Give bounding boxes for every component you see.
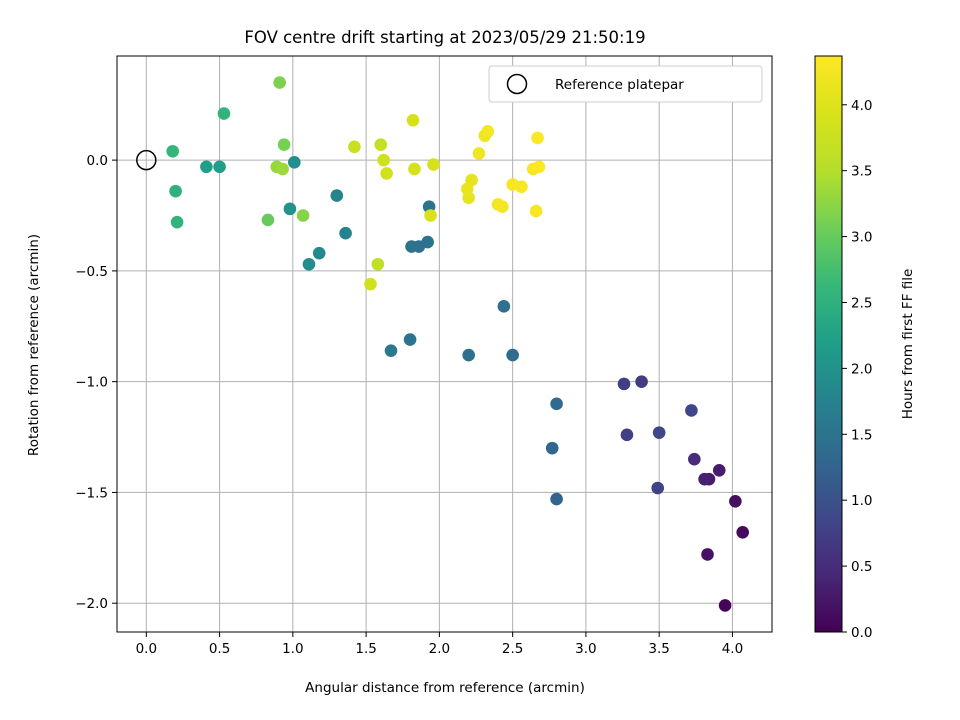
data-points — [166, 76, 749, 612]
x-tick-label: 0.0 — [136, 641, 157, 657]
data-point — [213, 160, 226, 174]
colorbar-tick-label: 1.5 — [851, 427, 872, 443]
x-tick-label: 2.5 — [502, 641, 523, 657]
data-point — [698, 472, 711, 486]
data-point — [718, 599, 732, 612]
data-point — [532, 160, 546, 174]
data-point — [276, 162, 289, 176]
chart-title: FOV centre drift starting at 2023/05/29 … — [244, 28, 645, 47]
legend: Reference platepar — [488, 65, 763, 103]
colorbar-tick-label: 4.0 — [851, 98, 872, 114]
data-point — [364, 277, 377, 291]
x-axis-ticks: 0.0 0.5 1.0 1.5 2.0 2.5 3.0 3.5 4.0 — [136, 632, 743, 657]
data-point — [635, 375, 648, 388]
colorbar-tick-label: 0.5 — [851, 559, 872, 575]
reference-platepar-marker — [136, 149, 157, 171]
colorbar-tick-label: 3.5 — [851, 164, 872, 180]
data-point — [481, 125, 495, 138]
data-point — [652, 426, 666, 439]
data-point — [170, 215, 184, 229]
data-point — [371, 257, 385, 271]
data-point — [374, 138, 388, 151]
colorbar: 0.0 0.5 1.0 1.5 2.0 2.5 3.0 3.5 4.0 Hours from f… — [814, 55, 916, 641]
data-point — [217, 107, 231, 120]
data-point — [330, 189, 344, 202]
data-point — [424, 209, 437, 222]
data-point — [496, 200, 509, 213]
data-point — [288, 156, 301, 169]
data-point — [406, 113, 420, 127]
data-point — [273, 76, 286, 89]
y-tick-label: 0.0 — [87, 153, 108, 169]
data-point — [515, 180, 528, 194]
y-tick-label: −2.0 — [75, 596, 108, 612]
colorbar-label: Hours from first FF file — [900, 269, 916, 420]
data-point — [261, 213, 275, 227]
colorbar-ticks: 0.0 0.5 1.0 1.5 2.0 2.5 3.0 3.5 4.0 — [842, 98, 872, 641]
y-axis-ticks: 0.0 −0.5 −1.0 −1.5 −2.0 — [75, 153, 117, 612]
data-point — [403, 333, 417, 346]
data-point — [688, 452, 701, 466]
data-point — [550, 492, 563, 506]
data-point — [729, 494, 742, 508]
data-point — [405, 240, 418, 253]
grid-lines — [117, 56, 772, 632]
data-point — [339, 226, 352, 240]
colorbar-gradient — [814, 55, 843, 633]
data-point — [380, 167, 393, 180]
data-point — [312, 246, 326, 260]
x-axis-label: Angular distance from reference (arcmin) — [305, 680, 585, 696]
data-point — [506, 348, 519, 362]
x-tick-label: 3.5 — [648, 641, 669, 657]
data-point — [531, 131, 544, 145]
data-point — [296, 209, 310, 222]
data-point — [712, 463, 726, 477]
data-point — [701, 548, 714, 561]
colorbar-tick-label: 1.0 — [851, 493, 872, 509]
data-point — [736, 526, 749, 539]
x-tick-label: 2.0 — [429, 641, 450, 657]
x-tick-label: 1.0 — [282, 641, 303, 657]
colorbar-tick-label: 2.0 — [851, 361, 872, 377]
y-tick-label: −1.0 — [75, 375, 108, 391]
y-tick-label: −1.5 — [75, 485, 108, 501]
data-point — [545, 441, 559, 455]
data-point — [166, 144, 179, 158]
data-point — [472, 147, 486, 160]
x-tick-label: 1.5 — [355, 641, 376, 657]
colorbar-tick-label: 2.5 — [851, 295, 872, 311]
colorbar-tick-label: 0.0 — [851, 625, 872, 641]
x-tick-label: 0.5 — [209, 641, 230, 657]
data-point — [462, 348, 475, 362]
legend-box — [488, 65, 763, 103]
y-tick-label: −0.5 — [75, 264, 108, 280]
legend-reference-marker — [506, 73, 528, 95]
data-point — [529, 204, 543, 218]
data-point — [302, 257, 316, 271]
axes-frame — [116, 55, 773, 633]
data-point — [377, 153, 390, 167]
legend-entry-label: Reference platepar — [555, 77, 684, 93]
colorbar-tick-label: 3.0 — [851, 230, 872, 246]
y-axis-label: Rotation from reference (arcmin) — [26, 234, 42, 456]
data-point — [427, 158, 440, 171]
data-point — [348, 140, 361, 154]
data-point — [617, 377, 631, 391]
data-point — [460, 182, 474, 196]
data-point — [651, 481, 665, 495]
data-point — [497, 300, 511, 313]
data-point — [169, 184, 182, 198]
x-tick-label: 4.0 — [722, 641, 743, 657]
data-point — [384, 344, 398, 357]
data-point — [283, 202, 297, 216]
data-point — [408, 162, 421, 176]
data-point — [550, 397, 563, 411]
data-point — [620, 428, 634, 442]
x-tick-label: 3.0 — [575, 641, 596, 657]
data-point — [200, 160, 213, 174]
data-point — [685, 404, 698, 417]
data-point — [277, 138, 291, 151]
